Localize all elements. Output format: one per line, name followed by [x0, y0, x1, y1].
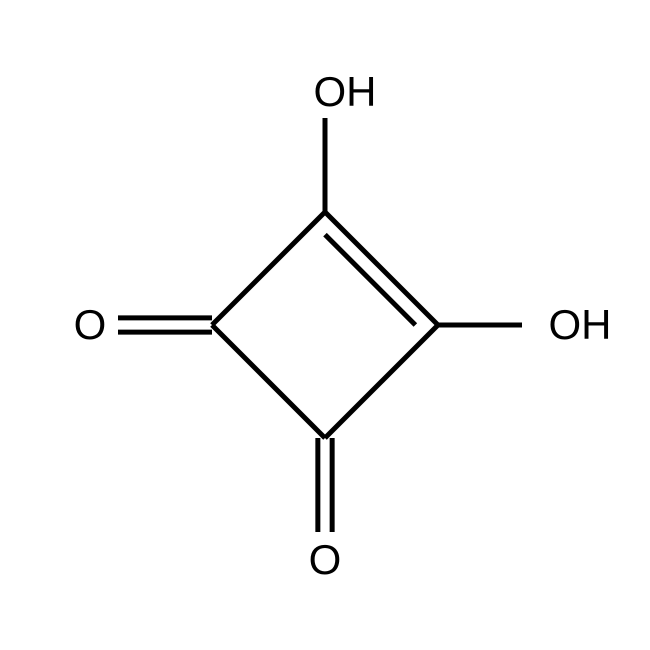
- atom-label-top-oh: OH: [314, 71, 377, 113]
- atom-label-bottom-o: O: [309, 539, 342, 581]
- atom-label-left-o: O: [74, 304, 107, 346]
- atom-label-right-oh: OH: [549, 304, 612, 346]
- molecule-diagram: OH OH O O: [0, 0, 650, 650]
